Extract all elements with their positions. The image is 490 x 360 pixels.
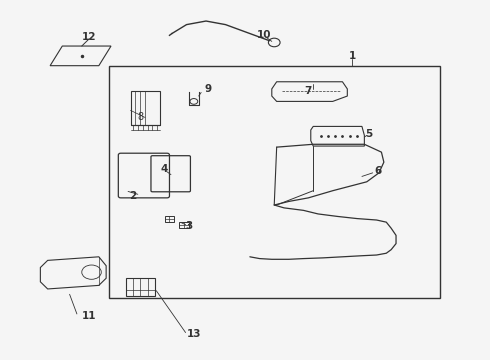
Text: 13: 13 xyxy=(187,329,201,339)
Text: 6: 6 xyxy=(374,166,381,176)
Text: 9: 9 xyxy=(205,84,212,94)
Text: 4: 4 xyxy=(161,164,168,174)
Text: 10: 10 xyxy=(257,30,272,40)
Text: 5: 5 xyxy=(366,129,373,139)
Text: 1: 1 xyxy=(348,51,356,61)
Text: 2: 2 xyxy=(129,191,137,201)
Text: 8: 8 xyxy=(137,112,143,122)
Text: 7: 7 xyxy=(305,86,312,96)
Text: 12: 12 xyxy=(82,32,97,42)
Text: 11: 11 xyxy=(82,311,97,321)
Text: 3: 3 xyxy=(185,221,193,231)
